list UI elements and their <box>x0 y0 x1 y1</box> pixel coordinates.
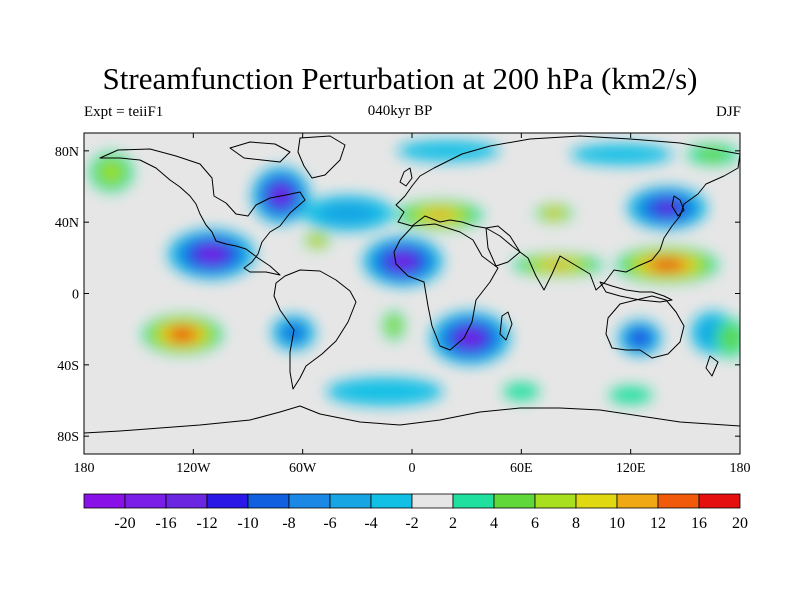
colorbar-swatch <box>206 493 249 509</box>
colorbar: -20 -16 -12 -10 -8 -6 -4 -2 2 4 6 8 10 12 16 20 <box>83 493 748 532</box>
colorbar-label: -8 <box>282 515 295 532</box>
contour-band <box>326 377 443 406</box>
new-zealand-coast <box>705 355 719 377</box>
lon-tick-label: 0 <box>409 461 416 476</box>
contour-band <box>461 332 479 344</box>
lon-tick-label: 120W <box>176 461 211 476</box>
canadian-arctic-coast <box>229 141 291 163</box>
colorbar-label: -20 <box>114 515 135 532</box>
longitude-axis: 180 120W 60W 0 60E 120E 180 <box>74 133 751 476</box>
contour-band <box>608 386 653 405</box>
period-label: 040kyr BP <box>367 103 433 119</box>
contour-band <box>426 210 452 220</box>
lon-tick-label: 180 <box>74 461 95 476</box>
latitude-axis: 80N 40N 0 40S 80S <box>55 145 740 445</box>
lat-tick-label: 40N <box>55 216 79 231</box>
north-america-coast <box>99 148 306 276</box>
colorbar-label: 10 <box>609 515 625 532</box>
colorbar-label: -2 <box>405 515 418 532</box>
arabian-peninsula-coast <box>485 225 521 267</box>
experiment-label: Expt = teiiF1 <box>84 104 164 120</box>
coastlines <box>84 135 740 434</box>
contour-band <box>320 202 377 225</box>
contour-band <box>173 330 191 339</box>
contour-band <box>503 382 540 401</box>
colorbar-swatch <box>616 493 659 509</box>
eurasia-coast <box>395 135 740 291</box>
colorbar-label: 12 <box>650 515 666 532</box>
colorbar-label: 4 <box>490 515 498 532</box>
lon-tick-label: 60E <box>510 461 533 476</box>
colorbar-swatch <box>247 493 290 509</box>
colorbar-swatch <box>698 493 741 509</box>
contour-band <box>633 332 647 344</box>
south-america-coast <box>273 269 357 390</box>
colorbar-label: -10 <box>237 515 258 532</box>
contour-band <box>397 140 500 162</box>
antarctica-coast <box>84 405 740 434</box>
colorbar-label: -12 <box>196 515 217 532</box>
contour-band <box>548 210 560 216</box>
colorbar-swatch <box>452 493 495 509</box>
contour-band <box>570 143 673 166</box>
colorbar-swatch <box>411 493 454 509</box>
contour-band <box>202 249 221 260</box>
colorbar-swatch <box>83 493 126 509</box>
contour-band <box>101 163 122 181</box>
colorbar-label: 8 <box>572 515 580 532</box>
colorbar-swatch <box>657 493 700 509</box>
lat-tick-label: 40S <box>57 359 79 374</box>
colorbar-swatch <box>288 493 331 509</box>
greenland-coast <box>297 135 346 179</box>
season-label: DJF <box>715 104 741 120</box>
uk-coast <box>399 167 413 187</box>
colorbar-swatch <box>329 493 372 509</box>
colorbar-swatch <box>493 493 536 509</box>
colorbar-label: 2 <box>449 515 457 532</box>
lat-tick-label: 80N <box>55 145 79 160</box>
colorbar-swatch <box>124 493 167 509</box>
figure-title: Streamfunction Perturbation at 200 hPa (… <box>102 61 698 96</box>
madagascar-coast <box>499 311 513 341</box>
colorbar-label: -6 <box>323 515 336 532</box>
contour-band <box>656 261 678 269</box>
colorbar-swatch <box>165 493 208 509</box>
colorbar-label: 20 <box>732 515 748 532</box>
lat-tick-label: 0 <box>72 288 79 303</box>
contour-band <box>720 326 740 351</box>
map-background <box>84 133 740 454</box>
colorbar-swatch <box>534 493 577 509</box>
lon-tick-label: 180 <box>730 461 751 476</box>
contour-band <box>388 319 399 332</box>
australia-coast <box>605 295 685 359</box>
contour-band <box>544 261 571 269</box>
lon-tick-label: 120E <box>616 461 646 476</box>
colorbar-label: 16 <box>691 515 707 532</box>
contour-band <box>394 256 412 267</box>
contour-band <box>313 237 321 243</box>
contour-band <box>696 147 729 161</box>
colorbar-label: -4 <box>364 515 377 532</box>
japan-coast <box>671 195 685 217</box>
colorbar-swatch <box>575 493 618 509</box>
lon-tick-label: 60W <box>289 461 317 476</box>
colorbar-swatch <box>370 493 413 509</box>
indonesia-coast <box>599 281 673 303</box>
lat-tick-label: 80S <box>57 430 79 445</box>
africa-coast <box>393 223 499 351</box>
colorbar-label: -16 <box>155 515 176 532</box>
colorbar-label: 6 <box>531 515 539 532</box>
contour-band <box>657 202 677 214</box>
contour-band <box>274 189 287 202</box>
